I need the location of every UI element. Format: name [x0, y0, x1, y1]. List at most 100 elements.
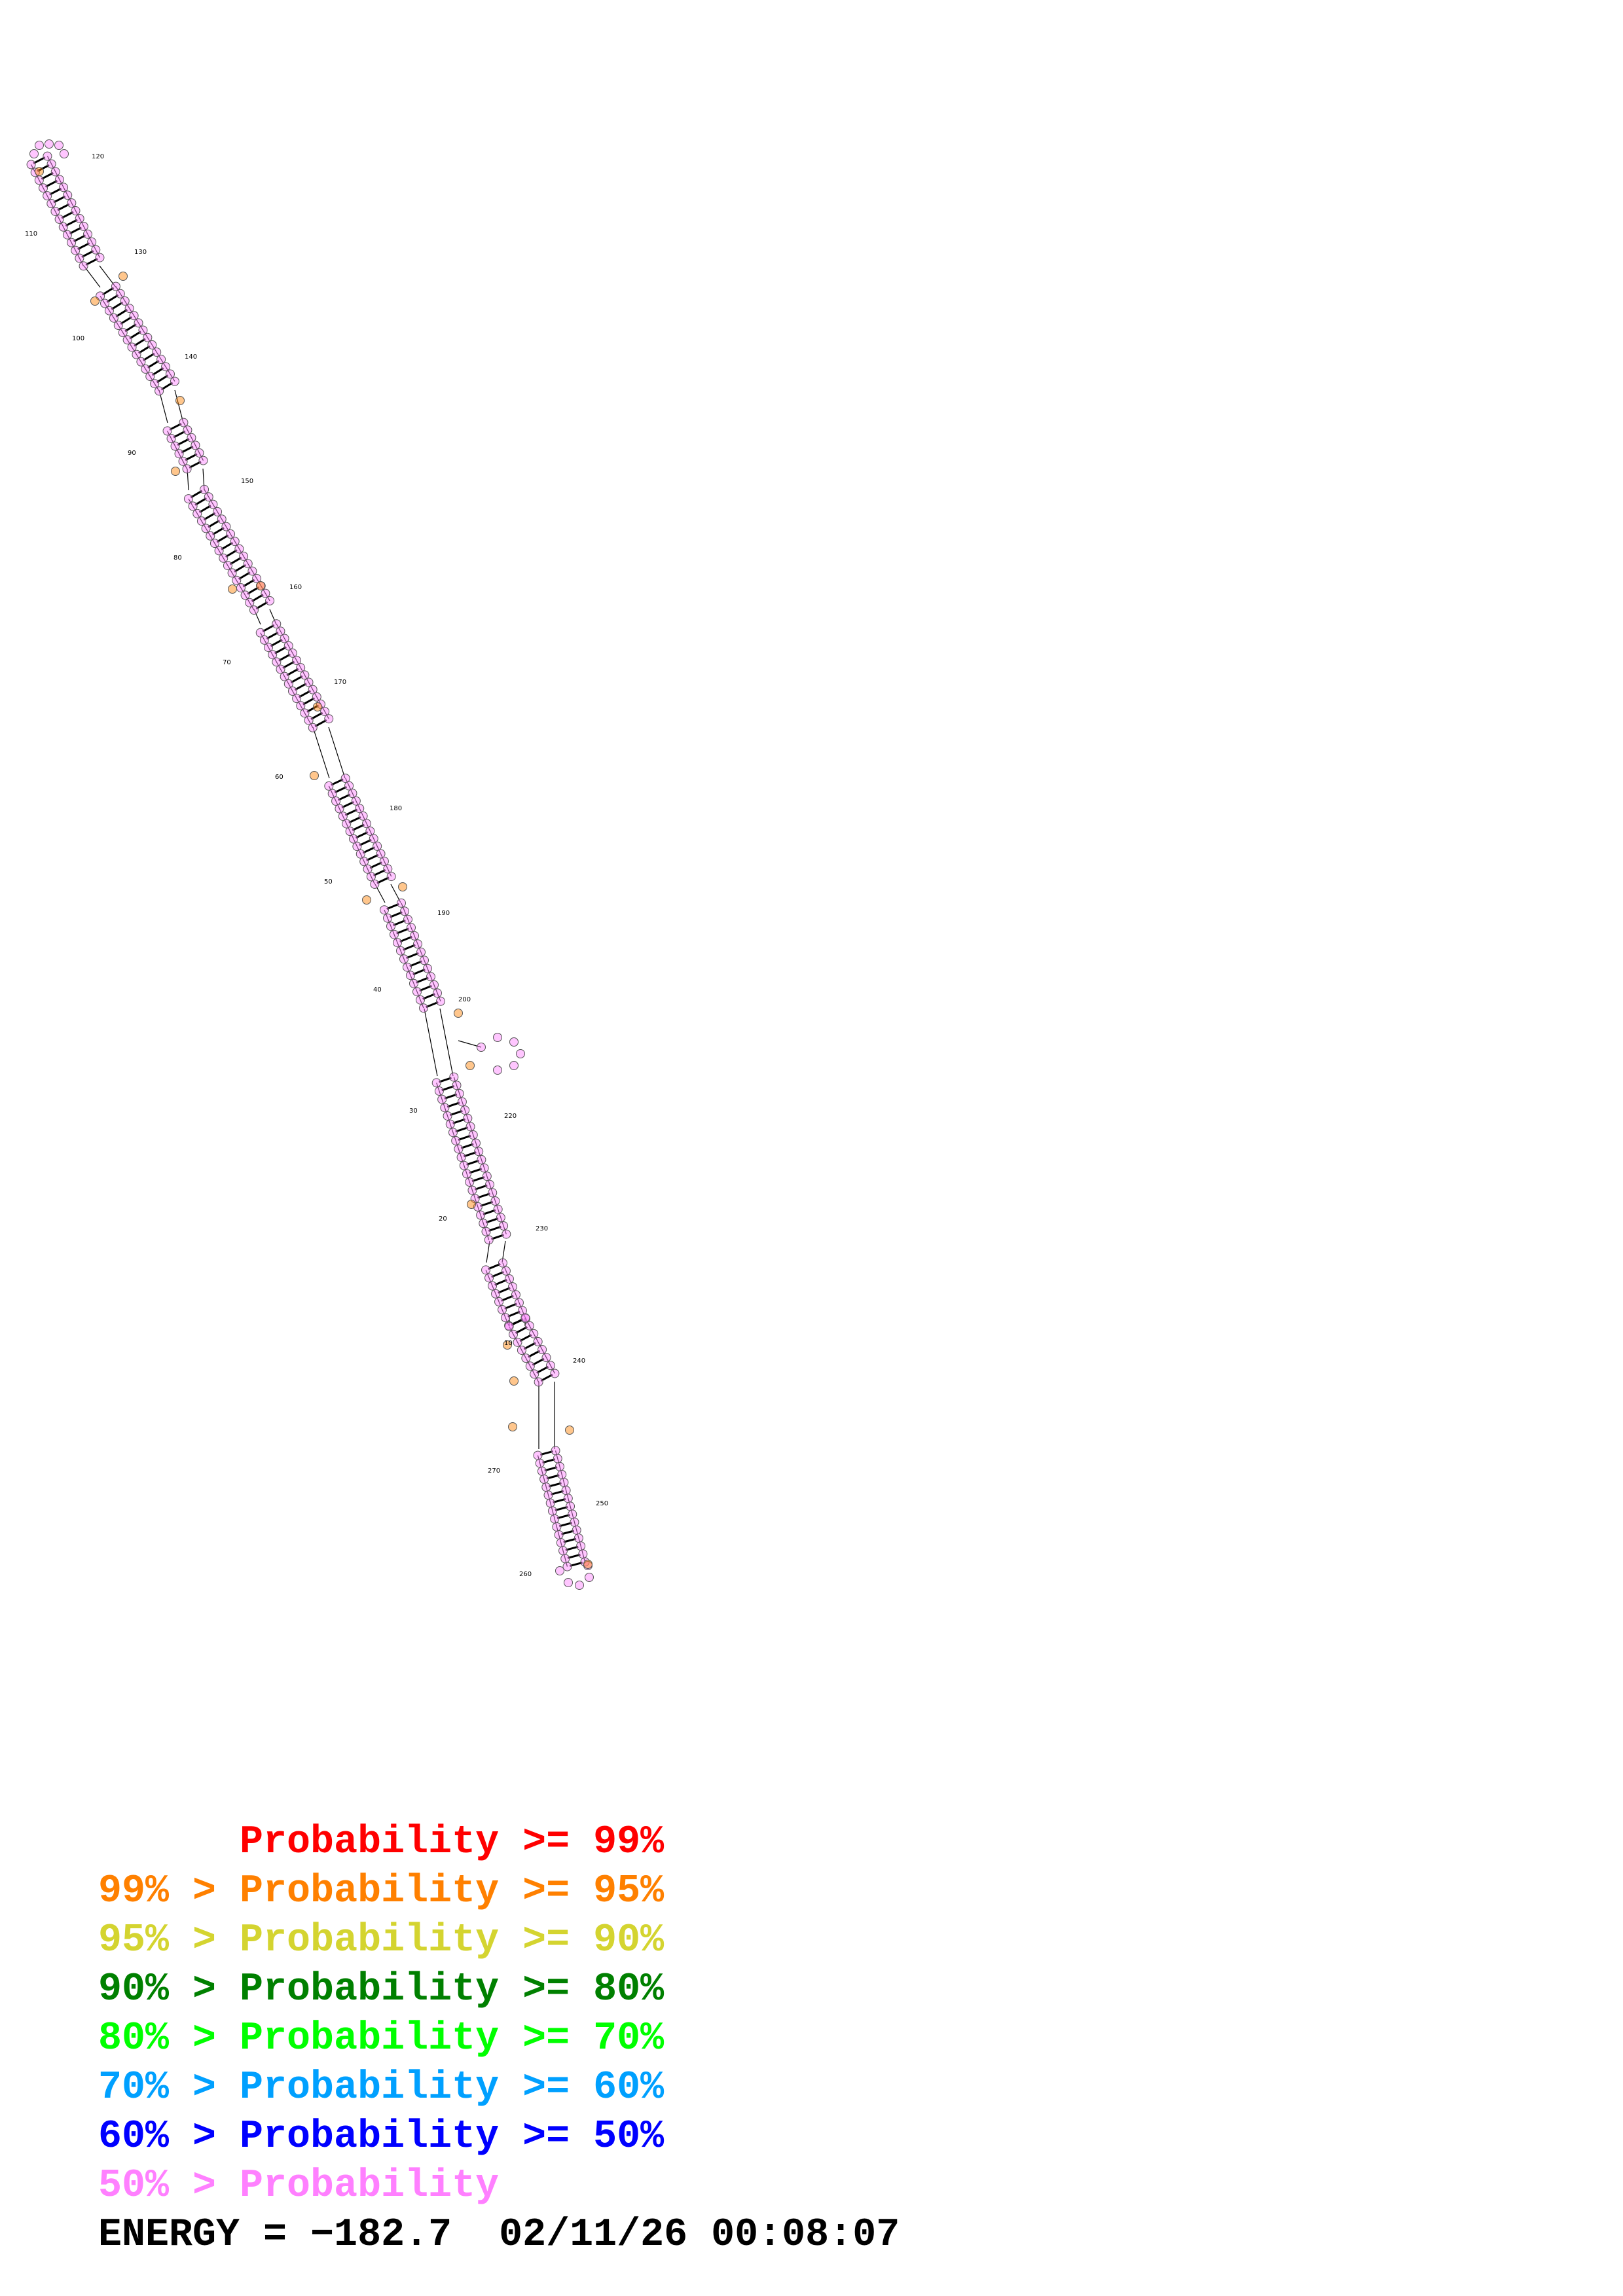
nucleotide [359, 857, 369, 867]
nucleotide [501, 1313, 511, 1323]
nucleotide [396, 946, 406, 956]
base-pair [229, 556, 242, 565]
nucleotide [119, 272, 128, 281]
base-pair [49, 187, 62, 196]
nucleotide [310, 771, 319, 780]
nucleotide [457, 1097, 467, 1107]
base-pair [494, 1279, 507, 1286]
nucleotide [62, 230, 72, 240]
nucleotide [386, 922, 396, 931]
nucleotide [243, 559, 253, 569]
nucleotide [272, 619, 282, 629]
nucleotide [574, 1533, 583, 1543]
nucleotide [553, 1454, 562, 1463]
nucleotide [493, 1204, 503, 1214]
backbone-strand [555, 1450, 586, 1562]
base-pair [366, 853, 379, 861]
legend-entry: 50% > Probability [98, 2164, 500, 2208]
base-pair [290, 675, 303, 684]
nucleotide [443, 1111, 452, 1121]
nucleotide [345, 827, 355, 836]
nucleotide [261, 588, 270, 598]
base-pair [160, 382, 173, 391]
nucleotide [445, 1119, 455, 1129]
nucleotide [448, 1128, 458, 1138]
nucleotide [530, 1369, 539, 1379]
base-pair [553, 1498, 566, 1503]
base-pair [396, 927, 409, 935]
nucleotide [419, 1003, 429, 1013]
base-pair [111, 301, 124, 310]
nucleotide [54, 141, 64, 150]
base-pair [416, 977, 429, 984]
nucleotide [29, 149, 39, 158]
position-label: 190 [437, 910, 450, 917]
nucleotide [60, 149, 69, 158]
nucleotide [122, 335, 132, 345]
nucleotide [79, 221, 88, 231]
nucleotide [558, 1546, 568, 1556]
base-pair [115, 308, 128, 318]
nucleotide [572, 1525, 581, 1535]
base-pair [198, 505, 211, 514]
nucleotide [187, 433, 196, 442]
nucleotide [403, 962, 412, 972]
nucleotide [170, 376, 179, 386]
nucleotide [228, 584, 237, 594]
base-pair [406, 952, 419, 960]
position-label: 130 [134, 249, 147, 256]
base-pair [548, 1482, 562, 1488]
nucleotide [174, 449, 184, 459]
nucleotide [45, 139, 54, 149]
nucleotide [524, 1321, 534, 1331]
nucleotide [280, 672, 289, 681]
loop-connector [269, 609, 277, 625]
base-pair [147, 359, 160, 369]
nucleotide [369, 834, 378, 844]
nucleotide [509, 1329, 519, 1339]
nucleotide [406, 971, 416, 980]
nucleotide [208, 499, 218, 509]
base-pair [469, 1168, 483, 1174]
base-pair [488, 1263, 501, 1270]
nucleotide [331, 796, 341, 806]
nucleotide [109, 313, 119, 323]
base-pair [463, 1151, 477, 1158]
nucleotide [26, 160, 36, 170]
base-pair [352, 823, 365, 831]
nucleotide [264, 643, 274, 653]
nucleotide [559, 1477, 569, 1487]
legend-entry: 60% > Probability >= 50% [98, 2115, 665, 2159]
nucleotide [175, 396, 185, 405]
base-pair [173, 430, 186, 439]
nucleotide [365, 826, 375, 836]
base-pair [338, 793, 351, 801]
nucleotide [459, 1160, 469, 1170]
nucleotide [304, 677, 314, 687]
nucleotide [529, 1329, 539, 1338]
base-pair [556, 1514, 570, 1520]
nucleotide [252, 573, 262, 583]
position-label: 110 [25, 230, 37, 238]
nucleotide [178, 456, 188, 466]
nucleotide [362, 895, 371, 905]
nucleotide [71, 206, 81, 216]
nucleotide [171, 467, 180, 476]
base-pair [143, 352, 155, 361]
nucleotide [535, 1458, 545, 1468]
nucleotide [245, 598, 255, 607]
base-pair [221, 541, 234, 550]
position-label: 160 [289, 584, 302, 591]
nucleotide [520, 1313, 530, 1323]
nucleotide [198, 456, 208, 465]
base-pair [466, 1159, 480, 1166]
nucleotide [249, 605, 259, 615]
position-label: 80 [173, 554, 182, 562]
nucleotide [283, 679, 293, 689]
nucleotide [516, 1049, 525, 1058]
nucleotide [43, 151, 52, 161]
position-label: 140 [185, 353, 197, 361]
nucleotide [179, 418, 189, 427]
nucleotide [501, 1229, 511, 1239]
nucleotide [373, 841, 382, 851]
